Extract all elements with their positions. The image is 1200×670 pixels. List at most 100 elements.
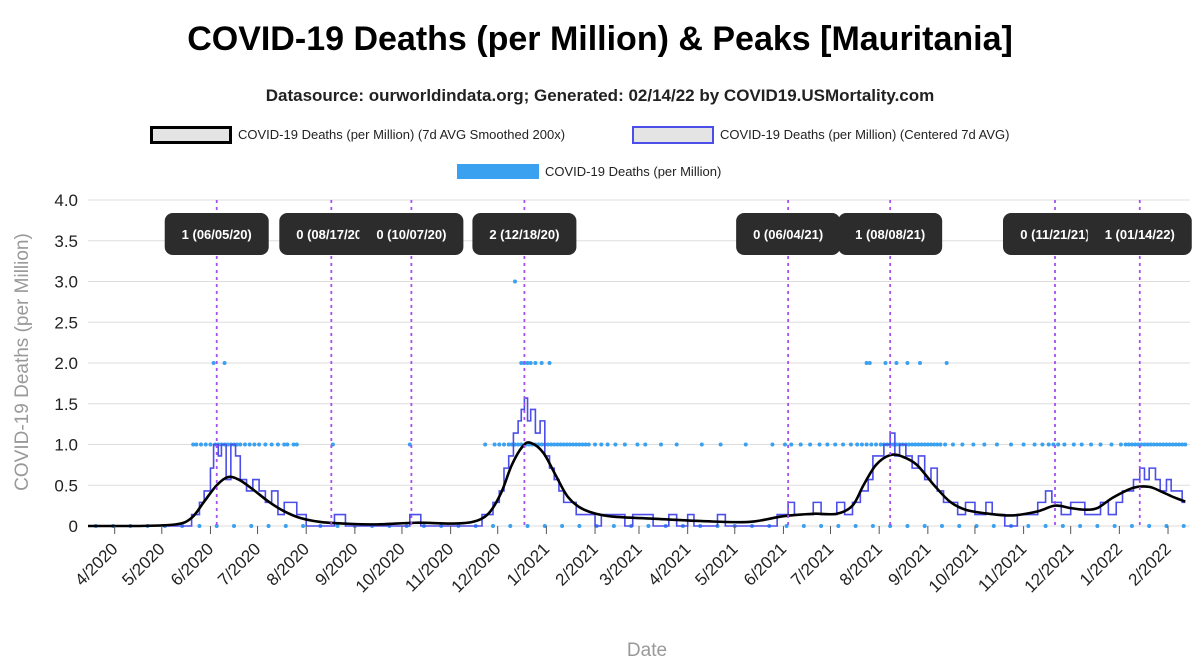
daily-point — [1046, 442, 1051, 447]
daily-point — [1056, 442, 1061, 447]
daily-point — [266, 524, 271, 528]
daily-point — [894, 361, 899, 365]
daily-point — [1173, 442, 1178, 447]
peak-label: 1 (01/14/22) — [1105, 227, 1175, 242]
daily-point — [528, 361, 533, 365]
daily-point — [808, 442, 813, 447]
daily-point — [853, 524, 858, 528]
peak-label: 0 (08/17/20) — [296, 227, 366, 242]
x-tick-label: 8/2021 — [836, 539, 886, 589]
y-tick-label: 3.0 — [54, 273, 78, 292]
daily-point — [194, 442, 199, 447]
daily-point — [611, 524, 616, 528]
daily-point — [577, 524, 582, 528]
daily-point — [1167, 442, 1172, 447]
daily-point — [994, 442, 999, 447]
legend-swatch-centered[interactable] — [632, 126, 714, 144]
daily-point — [1129, 442, 1134, 447]
daily-point — [580, 442, 585, 447]
legend-label-smoothed[interactable]: COVID-19 Deaths (per Million) (7d AVG Sm… — [238, 127, 566, 142]
legend-label-daily[interactable]: COVID-19 Deaths (per Million) — [545, 164, 722, 179]
x-tick-label: 7/2021 — [787, 539, 837, 589]
daily-point — [743, 442, 748, 447]
y-tick-label: 0 — [69, 517, 78, 536]
daily-point — [917, 361, 922, 365]
x-tick-label: 11/2020 — [401, 539, 457, 595]
daily-point — [935, 442, 940, 447]
daily-point — [283, 524, 288, 528]
daily-point — [583, 442, 588, 447]
legend-swatch-smoothed[interactable] — [150, 126, 232, 144]
daily-point — [1142, 442, 1147, 447]
daily-point — [916, 442, 921, 447]
daily-point — [925, 442, 930, 447]
daily-point — [1181, 524, 1186, 528]
peak-label-box — [1087, 213, 1192, 255]
daily-point — [622, 442, 627, 447]
peak-label-box — [164, 213, 269, 255]
daily-point — [238, 442, 243, 447]
x-tick-label: 12/2021 — [1021, 539, 1078, 596]
x-tick-label: 4/2021 — [644, 539, 694, 589]
daily-point — [1170, 442, 1175, 447]
daily-point — [263, 442, 268, 447]
daily-point — [571, 442, 576, 447]
daily-point — [301, 524, 306, 528]
daily-point — [211, 361, 216, 365]
daily-point — [1164, 524, 1169, 528]
legend-label-centered[interactable]: COVID-19 Deaths (per Million) (Centered … — [720, 127, 1010, 142]
daily-point — [533, 361, 538, 365]
daily-point — [798, 442, 803, 447]
daily-point — [1158, 442, 1163, 447]
daily-point — [1079, 442, 1084, 447]
daily-point — [599, 442, 604, 447]
peak-label: 1 (08/08/21) — [855, 227, 925, 242]
daily-point — [501, 442, 506, 447]
smoothed-line — [88, 441, 1186, 528]
daily-point — [1095, 524, 1100, 528]
peak-label-box — [359, 213, 464, 255]
legend-swatch-daily[interactable] — [457, 164, 539, 179]
daily-point — [905, 361, 910, 365]
x-tick-label: 2/2022 — [1125, 539, 1175, 589]
daily-point — [922, 524, 927, 528]
x-tick-label: 5/2020 — [118, 539, 168, 589]
daily-point — [1060, 524, 1065, 528]
daily-point — [869, 442, 874, 447]
daily-point — [586, 442, 591, 447]
daily-point — [199, 442, 204, 447]
x-tick-label: 3/2021 — [596, 539, 646, 589]
daily-point — [545, 442, 550, 447]
daily-point — [864, 442, 869, 447]
daily-point — [542, 524, 547, 528]
chart-title: COVID-19 Deaths (per Million) & Peaks [M… — [187, 20, 1013, 58]
x-tick-label: 7/2020 — [214, 539, 264, 589]
daily-point — [1089, 442, 1094, 447]
daily-point — [561, 442, 566, 447]
daily-point — [646, 524, 651, 528]
peak-label: 0 (10/07/20) — [376, 227, 446, 242]
daily-point — [1043, 524, 1048, 528]
daily-point — [512, 279, 517, 284]
daily-point — [1151, 442, 1156, 447]
x-tick-label: 10/2021 — [925, 539, 982, 596]
daily-point — [1098, 442, 1103, 447]
daily-point — [1161, 442, 1166, 447]
daily-point — [982, 442, 987, 447]
daily-point — [825, 442, 830, 447]
daily-point — [294, 442, 299, 447]
daily-point — [928, 442, 933, 447]
x-tick-label: 8/2020 — [263, 539, 313, 589]
daily-point — [1148, 442, 1153, 447]
peak-label: 2 (12/18/20) — [489, 227, 559, 242]
daily-point — [249, 524, 254, 528]
daily-point — [658, 442, 663, 447]
x-tick-label: 1/2022 — [1076, 539, 1126, 589]
daily-point — [539, 361, 544, 365]
daily-point — [974, 524, 979, 528]
daily-point — [950, 442, 955, 447]
peak-layer: 1 (06/05/20) 0 (08/17/20) 0 (10/07/20) 2 (1… — [164, 200, 1192, 526]
daily-point — [770, 442, 775, 447]
daily-point — [643, 442, 648, 447]
